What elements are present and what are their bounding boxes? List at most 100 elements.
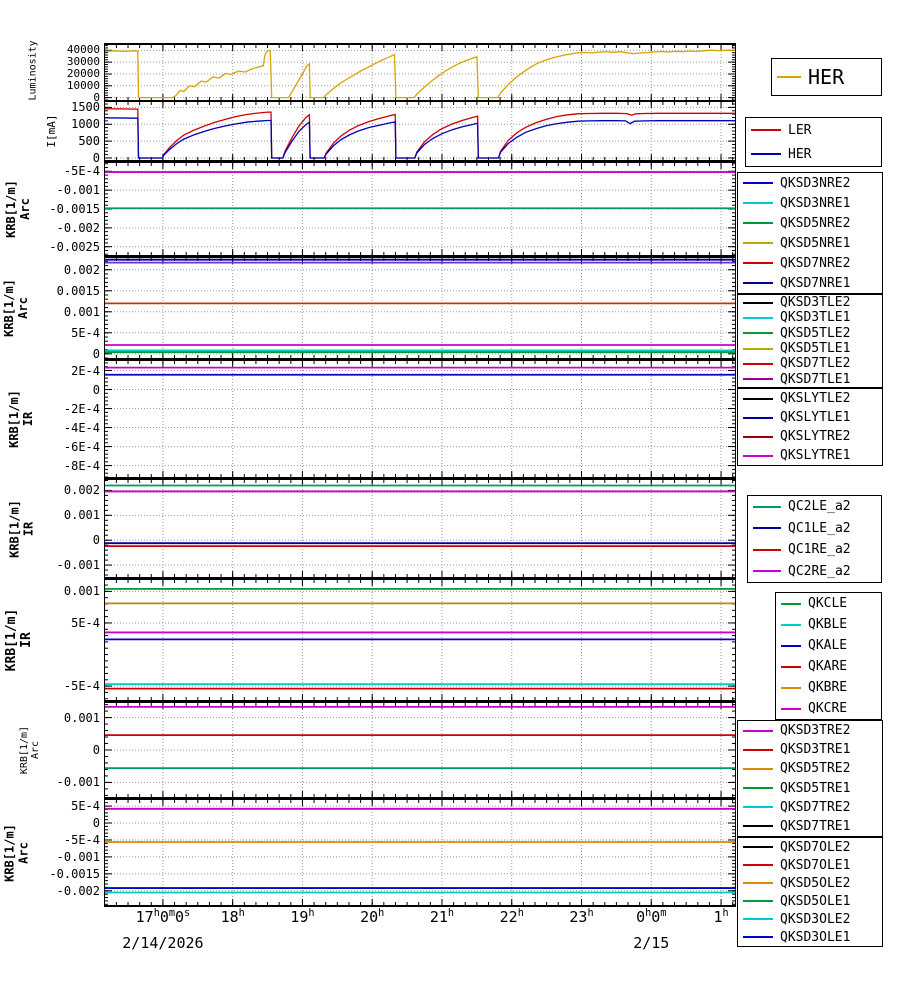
legend-label: QKSD7OLE2 [780,839,851,855]
y-axis-title: KRB[1/m] Arc [0,800,34,905]
x-tick-label: 17h0m0s [135,908,191,926]
legend-entry: QKSD5TRE2 [738,759,882,778]
y-axis-title: Luminosity [16,40,50,100]
legend-label: QKSLYTLE1 [780,410,851,425]
legend-entry: QKSD5OLE2 [738,874,882,892]
legend-qksd-tre: QKSD3TRE2 QKSD3TRE1 QKSD5TRE2 QKSD5TRE1 QKSD… [737,720,883,837]
legend-label: QKALE [808,638,848,653]
legend-label: QKSLYTRE2 [780,429,851,444]
y-axis-title-line: KRB[1/m] [2,279,17,337]
x-tick-label: 21h [429,908,455,926]
legend-label: QKARE [808,659,848,674]
legend-label: QKCLE [808,596,848,611]
legend-label: QKSD3TRE1 [780,742,851,758]
legend-label: QKSD3OLE1 [780,929,851,945]
y-axis-title: KRB[1/m] Arc [2,163,36,255]
y-tick-label: -0.001 [56,849,100,864]
legend-label: QKSD5TLE1 [780,341,851,357]
legend-line-sample [743,846,773,848]
series-HER [105,117,735,159]
legend-line-sample [743,262,773,264]
legend-label: LER [788,122,812,138]
plot-area-krb-arc-tle [105,258,735,358]
legend-line-sample [743,332,773,335]
legend-label: QKSLYTRE1 [780,448,851,463]
legend-line-sample [743,806,773,809]
legend-line-sample [753,548,781,551]
y-axis-title: KRB[1/m] Arc [0,258,34,358]
legend-line-sample [743,864,773,866]
panel-krb-arc-nre [104,161,736,257]
legend-line-sample [753,570,781,573]
y-axis-title-line: Arc [16,297,30,319]
y-tick-label: 5E-4 [71,325,100,340]
panel-krb-arc-tre [104,701,736,799]
y-tick-label: -0.0025 [49,239,100,254]
legend-entry: QC2RE_a2 [748,561,881,583]
series-LER [105,108,735,159]
legend-line-sample [743,378,773,381]
legend-entry: QKALE [776,635,881,656]
y-axis-title: I[mA] [35,102,69,160]
legend-label: QKSD7NRE1 [780,275,851,291]
plot-area-krb-ir-sly [105,361,735,477]
legend-entry: QKBRE [776,677,881,698]
y-tick-label: -0.002 [56,883,100,898]
plot-area-luminosity [105,45,735,100]
legend-label: QKSD3TLE2 [780,295,851,311]
legend-entry: QC1LE_a2 [748,518,881,540]
y-tick-label: -5E-4 [63,832,100,847]
legend-line-sample [743,362,773,365]
legend-line-sample [781,623,801,626]
x-tick-label: 0h0m [636,908,667,926]
legend-entry: QC1RE_a2 [748,539,881,561]
panel-krb-arc-tle [104,256,736,360]
legend-label: QKSD5OLE2 [780,875,851,891]
legend-line-sample [743,435,773,438]
y-axis-title-line: IR [19,632,34,648]
legend-line-sample [743,202,773,204]
legend-label: QKSD7OLE1 [780,857,851,873]
y-tick-label: -0.001 [56,775,100,790]
legend-qksly: QKSLYTLE2 QKSLYTLE1 QKSLYTRE2 QKSLYTRE1 [737,388,883,466]
legend-qksd-ole: QKSD7OLE2 QKSD7OLE1 QKSD5OLE2 QKSD5OLE1 QKSD… [737,837,883,947]
legend-label: QC2LE_a2 [788,499,851,515]
legend-label: QKSLYTLE2 [780,391,851,406]
legend-label: QKSD7TRE2 [780,799,851,815]
y-axis-title: KRB[1/m] IR [5,361,39,477]
legend-entry: QKSD7TLE2 [738,356,882,371]
legend-entry: QKSD7TRE2 [738,798,882,817]
y-tick-label: 30000 [66,55,100,69]
legend-entry: QKSD7TRE1 [738,817,882,836]
legend-entry: QKSLYTLE1 [738,408,882,427]
y-tick-label: 0 [92,533,100,548]
y-tick-label: 0.001 [63,304,100,319]
legend-entry: QKARE [776,656,881,677]
y-tick-label: 0 [92,150,100,165]
legend-line-sample [751,129,781,131]
y-axis-title-line: KRB[1/m] [2,823,17,882]
legend-entry: QKSLYTRE1 [738,446,882,465]
legend-label: QKSD5NRE1 [780,235,851,251]
legend-entry: QKSD3TRE2 [738,721,882,740]
legend-entry: QKSD7OLE1 [738,856,882,874]
legend-entry: QKSD7NRE1 [738,273,882,293]
legend-line-sample [751,153,781,155]
legend-line-sample [743,222,773,224]
y-tick-label: 0 [92,816,100,831]
legend-entry: QKSD5NRE1 [738,233,882,253]
y-tick-label: 0.002 [63,483,100,498]
legend-label: QKSD3TRE2 [780,723,851,739]
x-tick-label: 20h [360,908,385,926]
y-tick-label: 10000 [66,78,100,92]
legend-qksd-tle: QKSD3TLE2 QKSD3TLE1 QKSD5TLE2 QKSD5TLE1 QKSD… [737,294,883,388]
plot-area-krb-arc-ole [105,800,735,905]
series-HER [105,49,735,99]
legend-label: QKSD7TLE1 [780,371,851,387]
legend-line-sample [743,918,773,920]
legend-line-sample [781,644,801,647]
y-tick-label: 0.001 [63,508,100,523]
panel-krb-arc-ole [104,798,736,907]
y-axis-title-line: IR [21,411,35,427]
y-axis-title: KRB[1/m] IR [5,480,39,577]
